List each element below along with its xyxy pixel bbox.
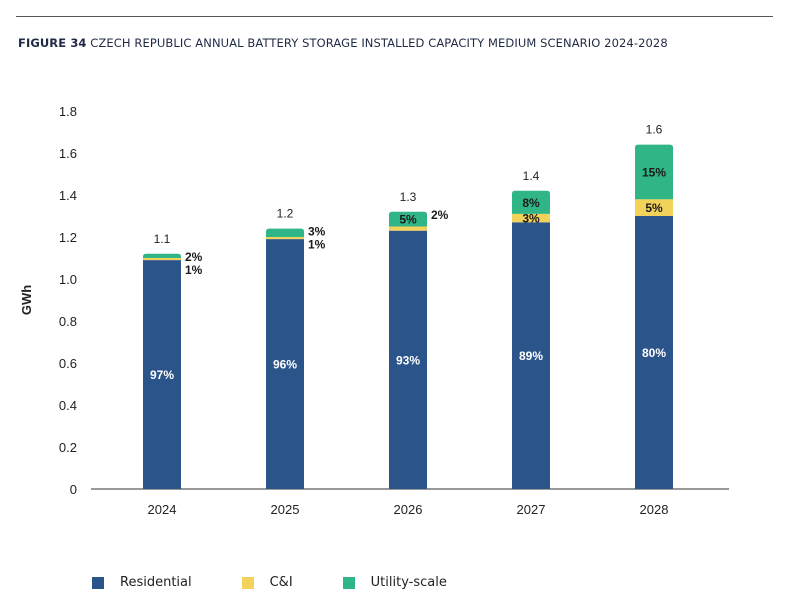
- y-tick-label: 0.4: [59, 398, 77, 413]
- y-tick-label: 1.4: [59, 188, 77, 203]
- bar-segment: [266, 237, 304, 240]
- y-tick-label: 1.6: [59, 146, 77, 161]
- bar-segment-label: 89%: [519, 349, 543, 363]
- x-tick-label: 2025: [271, 502, 300, 517]
- bar-segment: [512, 190, 550, 214]
- x-tick-label: 2027: [517, 502, 546, 517]
- top-divider: [16, 16, 773, 17]
- y-tick-label: 1.2: [59, 230, 77, 245]
- y-axis-ticks: 0 0.2 0.4 0.6 0.8 1.0 1.2 1.4 1.6 1.8: [59, 104, 77, 497]
- legend-swatch-ci: [241, 576, 254, 589]
- bar-segment: [512, 222, 550, 490]
- y-axis-label: GWh: [19, 285, 34, 315]
- bar-segment: [266, 228, 304, 237]
- legend-item-ci: C&I: [241, 575, 293, 590]
- bar-segment: [512, 213, 550, 223]
- legend-item-residential: Residential: [92, 575, 192, 590]
- y-tick-label: 0: [70, 482, 77, 497]
- x-tick-label: 2028: [640, 502, 669, 517]
- bar-total-label: 1.2: [277, 207, 294, 221]
- figure-title: FIGURE 34 CZECH REPUBLIC ANNUAL BATTERY …: [18, 36, 668, 50]
- bar-outside-label: 3%: [308, 225, 326, 239]
- y-tick-label: 1.8: [59, 104, 77, 119]
- bar-segment-label: 97%: [150, 368, 174, 382]
- bar-segment-label: 5%: [645, 201, 663, 215]
- bar-segment-label: 5%: [399, 213, 417, 227]
- bar-segment: [143, 258, 181, 261]
- bar-segment: [389, 230, 427, 489]
- x-tick-label: 2024: [148, 502, 177, 517]
- bar-segment-label: 96%: [273, 358, 297, 372]
- bar-segment: [266, 239, 304, 489]
- bar-total-label: 1.3: [400, 190, 417, 204]
- legend: Residential C&I Utility-scale: [92, 575, 497, 590]
- legend-label-utility: Utility-scale: [370, 575, 447, 590]
- x-tick-label: 2026: [394, 502, 423, 517]
- y-tick-label: 0.6: [59, 356, 77, 371]
- bar-segment-label: 93%: [396, 353, 420, 367]
- bar-segment: [389, 211, 427, 227]
- bar-segment: [635, 216, 673, 489]
- figure-title-text: CZECH REPUBLIC ANNUAL BATTERY STORAGE IN…: [90, 36, 668, 50]
- bar-segment: [635, 199, 673, 216]
- bar-total-label: 1.4: [523, 169, 540, 183]
- bar-segment: [635, 144, 673, 200]
- bar-outside-label: 2%: [185, 250, 203, 264]
- bar-segment: [143, 253, 181, 258]
- bar-outside-label: 2%: [431, 208, 449, 222]
- bar-segment: [143, 260, 181, 489]
- bar-segment-label: 80%: [642, 346, 666, 360]
- legend-label-ci: C&I: [269, 575, 293, 590]
- y-tick-label: 0.2: [59, 440, 77, 455]
- legend-item-utility: Utility-scale: [342, 575, 447, 590]
- x-axis-ticks: 2024 2025 2026 2027 2028: [148, 502, 669, 517]
- legend-swatch-utility: [342, 576, 355, 589]
- bar-outside-label: 1%: [185, 263, 203, 277]
- bar-segment-label: 3%: [522, 212, 540, 226]
- bar-segment: [389, 226, 427, 231]
- legend-label-residential: Residential: [120, 575, 192, 590]
- bar-segment-label: 8%: [522, 196, 540, 210]
- bar-outside-label: 1%: [308, 238, 326, 252]
- figure-label: FIGURE 34: [18, 36, 87, 50]
- bar-total-label: 1.1: [154, 232, 171, 246]
- bar-segment-label: 15%: [642, 165, 666, 179]
- y-tick-label: 0.8: [59, 314, 77, 329]
- bar-total-label: 1.6: [646, 123, 663, 137]
- legend-swatch-residential: [92, 576, 104, 589]
- y-tick-label: 1.0: [59, 272, 77, 287]
- bars-group: 97%2%1%1.196%3%1%1.293%5% 2%1.389%3%8%1.4…: [143, 123, 673, 490]
